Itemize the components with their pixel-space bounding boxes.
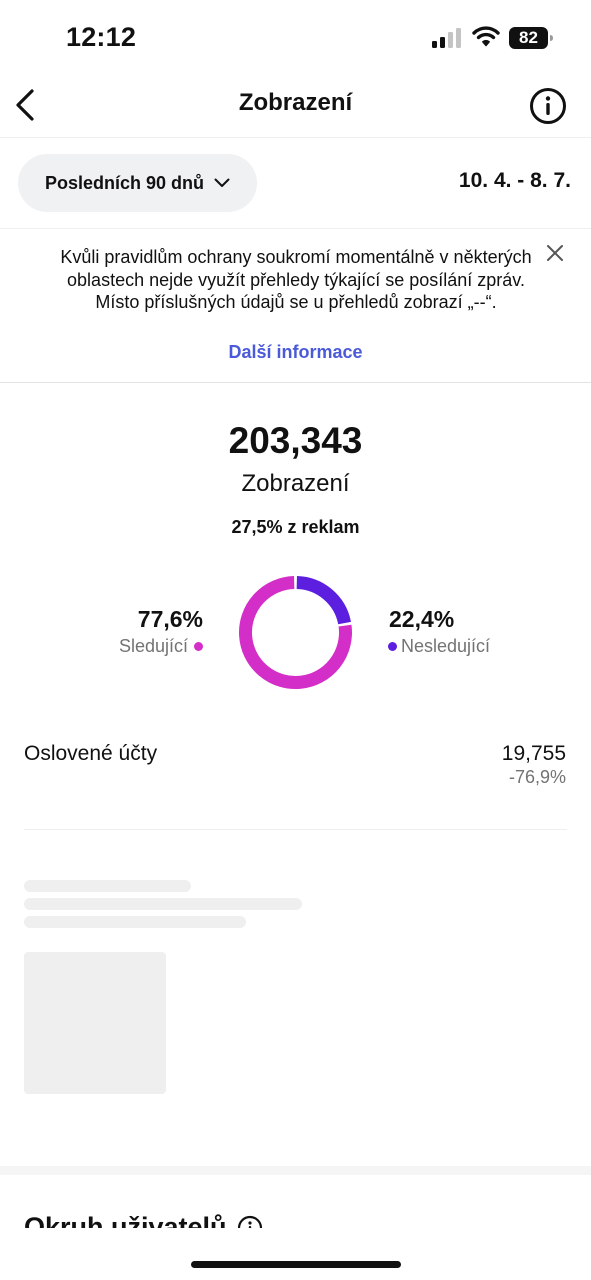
non-followers-legend-dot [388, 642, 397, 651]
skeleton-line [24, 916, 246, 928]
non-followers-legend-label: Nesledující [401, 636, 491, 656]
notice-bottom-divider [0, 382, 591, 383]
skeleton-line [24, 880, 191, 892]
info-icon[interactable] [528, 86, 568, 126]
ads-share-text: 27,5% z reklam [231, 517, 360, 537]
date-range-dropdown[interactable]: Posledních 90 dnů [18, 154, 257, 212]
status-time: 12:12 [66, 22, 137, 52]
skeleton-line [24, 898, 302, 910]
home-indicator [191, 1261, 401, 1268]
learn-more-link[interactable]: Další informace [228, 342, 363, 362]
section-separator [0, 1166, 591, 1175]
reached-accounts-value: 19,755 [501, 742, 566, 765]
reached-accounts-change: -76,9% [508, 767, 566, 787]
close-icon[interactable] [543, 241, 567, 265]
battery-indicator: 82 [509, 27, 553, 49]
cellular-signal-icon [432, 28, 461, 48]
skeleton-thumbnail [24, 952, 166, 1094]
wifi-icon [472, 26, 500, 47]
back-button[interactable] [8, 86, 44, 124]
privacy-notice-text: Kvůli pravidlům ochrany soukromí momentá… [60, 247, 532, 312]
battery-icon [509, 27, 553, 49]
notice-top-divider [0, 228, 591, 229]
next-section-header: Okruh uživatelů [0, 1176, 591, 1228]
followers-legend: Sledující [119, 636, 203, 657]
next-section-title: Okruh uživatelů [24, 1212, 227, 1228]
date-range-text: 10. 4. - 8. 7. [458, 169, 571, 192]
total-views-label: Zobrazení [241, 470, 350, 497]
header-divider [0, 137, 591, 138]
info-icon[interactable] [237, 1215, 263, 1229]
followers-donut-chart [239, 576, 352, 689]
donut-segment-followers [239, 576, 352, 689]
non-followers-legend: Nesledující [388, 636, 490, 657]
total-views-value: 203,343 [228, 420, 363, 461]
page-title: Zobrazení [238, 89, 353, 116]
followers-legend-dot [194, 642, 203, 651]
chevron-down-icon [214, 178, 230, 187]
followers-percent: 77,6% [137, 606, 203, 632]
reached-accounts-label: Oslovené účty [24, 742, 158, 765]
followers-legend-label: Sledující [118, 636, 188, 656]
section-divider [24, 829, 567, 830]
donut-segment-non-followers [296, 576, 351, 625]
battery-level: 82 [519, 28, 538, 47]
non-followers-percent: 22,4% [389, 606, 455, 632]
date-range-dropdown-label: Posledních 90 dnů [44, 172, 205, 193]
